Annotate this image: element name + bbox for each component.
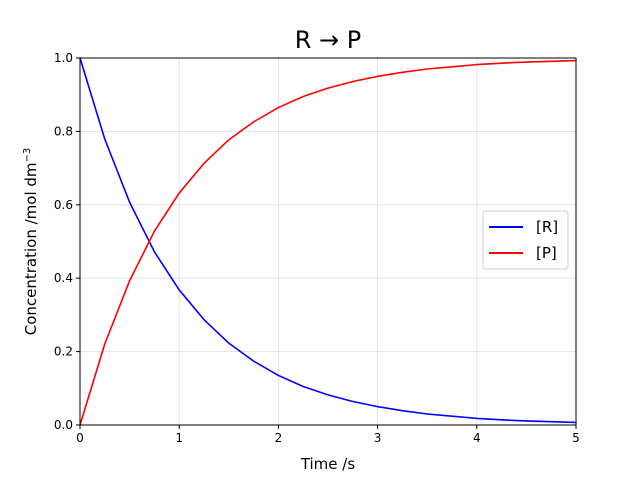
plot-frame [79,57,577,426]
y-tick-label: 0.4 [54,271,73,285]
y-axis-label-superscript: −3 [22,148,33,163]
series-lines [79,57,577,426]
y-tick-label: 0.0 [54,418,73,432]
x-tick-label: 4 [473,431,481,445]
x-axis-label: Time /s [300,455,356,473]
y-tick-label: 0.2 [54,345,73,359]
x-tick-label: 2 [275,431,283,445]
legend-label-p: [P] [536,244,557,262]
y-tick-label: 0.8 [54,124,73,138]
legend-box [482,210,569,270]
y-tick-label: 1.0 [54,51,73,65]
x-tick-label: 3 [374,431,382,445]
y-tick-label: 0.6 [54,198,73,212]
series-line-r [79,57,577,424]
x-tick-label: 1 [175,431,183,445]
y-axis-label: Concentration /mol dm−3 [22,148,40,336]
x-tick-label: 5 [572,431,580,445]
axis-ticks: 0 1 2 3 4 5 0.0 0.2 0.4 0.6 0.8 1.0 [54,51,580,445]
legend: [R] [P] [482,210,569,270]
chart-title: R → P [295,26,362,54]
x-tick-label: 0 [76,431,84,445]
series-line-p [79,59,577,426]
y-axis-label-text: Concentration /mol dm [22,162,40,335]
legend-label-r: [R] [536,218,558,236]
